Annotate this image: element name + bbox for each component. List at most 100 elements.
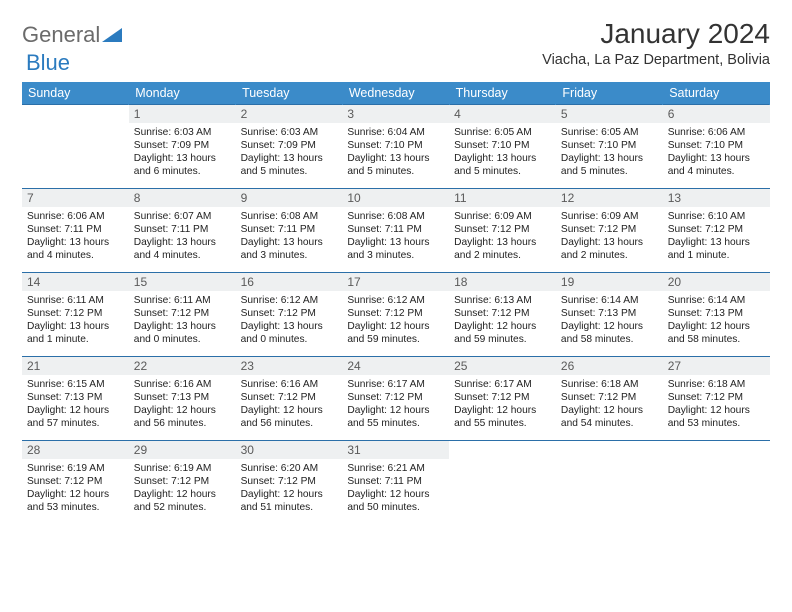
calendar-day-cell xyxy=(663,441,770,525)
daylight-text: Daylight: 12 hours and 52 minutes. xyxy=(134,488,231,514)
sunset-text: Sunset: 7:12 PM xyxy=(27,475,124,488)
sunrise-text: Sunrise: 6:15 AM xyxy=(27,378,124,391)
daylight-text: Daylight: 13 hours and 4 minutes. xyxy=(27,236,124,262)
sunset-text: Sunset: 7:12 PM xyxy=(347,307,444,320)
sunrise-text: Sunrise: 6:18 AM xyxy=(668,378,765,391)
day-number: 28 xyxy=(22,441,129,459)
calendar-day-cell: 19Sunrise: 6:14 AMSunset: 7:13 PMDayligh… xyxy=(556,273,663,357)
day-details: Sunrise: 6:09 AMSunset: 7:12 PMDaylight:… xyxy=(449,207,556,266)
day-number: 24 xyxy=(342,357,449,375)
calendar-day-cell: 20Sunrise: 6:14 AMSunset: 7:13 PMDayligh… xyxy=(663,273,770,357)
day-number: 12 xyxy=(556,189,663,207)
sunset-text: Sunset: 7:11 PM xyxy=(134,223,231,236)
calendar-table: SundayMondayTuesdayWednesdayThursdayFrid… xyxy=(22,82,770,525)
weekday-header: Friday xyxy=(556,82,663,105)
day-details: Sunrise: 6:18 AMSunset: 7:12 PMDaylight:… xyxy=(556,375,663,434)
day-details xyxy=(22,123,129,130)
sunrise-text: Sunrise: 6:03 AM xyxy=(134,126,231,139)
day-number: 30 xyxy=(236,441,343,459)
sunset-text: Sunset: 7:12 PM xyxy=(561,223,658,236)
day-number: 23 xyxy=(236,357,343,375)
day-details: Sunrise: 6:08 AMSunset: 7:11 PMDaylight:… xyxy=(342,207,449,266)
daylight-text: Daylight: 13 hours and 5 minutes. xyxy=(241,152,338,178)
sunset-text: Sunset: 7:12 PM xyxy=(454,223,551,236)
calendar-day-cell: 17Sunrise: 6:12 AMSunset: 7:12 PMDayligh… xyxy=(342,273,449,357)
calendar-day-cell: 31Sunrise: 6:21 AMSunset: 7:11 PMDayligh… xyxy=(342,441,449,525)
sunset-text: Sunset: 7:12 PM xyxy=(454,307,551,320)
calendar-day-cell: 28Sunrise: 6:19 AMSunset: 7:12 PMDayligh… xyxy=(22,441,129,525)
day-details: Sunrise: 6:18 AMSunset: 7:12 PMDaylight:… xyxy=(663,375,770,434)
sunset-text: Sunset: 7:11 PM xyxy=(27,223,124,236)
sunset-text: Sunset: 7:12 PM xyxy=(668,391,765,404)
sunset-text: Sunset: 7:10 PM xyxy=(347,139,444,152)
calendar-day-cell: 3Sunrise: 6:04 AMSunset: 7:10 PMDaylight… xyxy=(342,105,449,189)
calendar-day-cell: 13Sunrise: 6:10 AMSunset: 7:12 PMDayligh… xyxy=(663,189,770,273)
day-number: 15 xyxy=(129,273,236,291)
daylight-text: Daylight: 13 hours and 2 minutes. xyxy=(561,236,658,262)
brand-part2: Blue xyxy=(26,50,70,75)
calendar-day-cell: 30Sunrise: 6:20 AMSunset: 7:12 PMDayligh… xyxy=(236,441,343,525)
sunset-text: Sunset: 7:10 PM xyxy=(561,139,658,152)
calendar-week-row: 21Sunrise: 6:15 AMSunset: 7:13 PMDayligh… xyxy=(22,357,770,441)
weekday-header: Sunday xyxy=(22,82,129,105)
day-details: Sunrise: 6:06 AMSunset: 7:11 PMDaylight:… xyxy=(22,207,129,266)
day-details: Sunrise: 6:19 AMSunset: 7:12 PMDaylight:… xyxy=(22,459,129,518)
day-details xyxy=(663,459,770,466)
day-number: 11 xyxy=(449,189,556,207)
sunrise-text: Sunrise: 6:21 AM xyxy=(347,462,444,475)
weekday-header: Monday xyxy=(129,82,236,105)
day-details: Sunrise: 6:06 AMSunset: 7:10 PMDaylight:… xyxy=(663,123,770,182)
day-details: Sunrise: 6:21 AMSunset: 7:11 PMDaylight:… xyxy=(342,459,449,518)
calendar-day-cell xyxy=(449,441,556,525)
day-number: 17 xyxy=(342,273,449,291)
sunrise-text: Sunrise: 6:13 AM xyxy=(454,294,551,307)
daylight-text: Daylight: 13 hours and 1 minute. xyxy=(27,320,124,346)
sunset-text: Sunset: 7:10 PM xyxy=(668,139,765,152)
day-number: 27 xyxy=(663,357,770,375)
day-details: Sunrise: 6:15 AMSunset: 7:13 PMDaylight:… xyxy=(22,375,129,434)
day-number: 19 xyxy=(556,273,663,291)
day-details: Sunrise: 6:03 AMSunset: 7:09 PMDaylight:… xyxy=(236,123,343,182)
day-number: 26 xyxy=(556,357,663,375)
daylight-text: Daylight: 13 hours and 4 minutes. xyxy=(134,236,231,262)
day-number: 29 xyxy=(129,441,236,459)
day-details: Sunrise: 6:03 AMSunset: 7:09 PMDaylight:… xyxy=(129,123,236,182)
daylight-text: Daylight: 12 hours and 58 minutes. xyxy=(668,320,765,346)
sunrise-text: Sunrise: 6:17 AM xyxy=(454,378,551,391)
day-number: 25 xyxy=(449,357,556,375)
calendar-day-cell: 18Sunrise: 6:13 AMSunset: 7:12 PMDayligh… xyxy=(449,273,556,357)
day-details: Sunrise: 6:05 AMSunset: 7:10 PMDaylight:… xyxy=(449,123,556,182)
sunset-text: Sunset: 7:12 PM xyxy=(241,307,338,320)
sunset-text: Sunset: 7:09 PM xyxy=(241,139,338,152)
weekday-header: Wednesday xyxy=(342,82,449,105)
daylight-text: Daylight: 12 hours and 56 minutes. xyxy=(241,404,338,430)
daylight-text: Daylight: 13 hours and 0 minutes. xyxy=(134,320,231,346)
weekday-header: Saturday xyxy=(663,82,770,105)
sunrise-text: Sunrise: 6:03 AM xyxy=(241,126,338,139)
calendar-week-row: 14Sunrise: 6:11 AMSunset: 7:12 PMDayligh… xyxy=(22,273,770,357)
location: Viacha, La Paz Department, Bolivia xyxy=(542,52,770,68)
weekday-header: Thursday xyxy=(449,82,556,105)
day-number: 31 xyxy=(342,441,449,459)
calendar-day-cell: 26Sunrise: 6:18 AMSunset: 7:12 PMDayligh… xyxy=(556,357,663,441)
sunset-text: Sunset: 7:12 PM xyxy=(561,391,658,404)
calendar-day-cell: 9Sunrise: 6:08 AMSunset: 7:11 PMDaylight… xyxy=(236,189,343,273)
sunrise-text: Sunrise: 6:09 AM xyxy=(561,210,658,223)
daylight-text: Daylight: 12 hours and 56 minutes. xyxy=(134,404,231,430)
sunset-text: Sunset: 7:09 PM xyxy=(134,139,231,152)
day-details: Sunrise: 6:16 AMSunset: 7:12 PMDaylight:… xyxy=(236,375,343,434)
calendar-week-row: 1Sunrise: 6:03 AMSunset: 7:09 PMDaylight… xyxy=(22,105,770,189)
day-details: Sunrise: 6:11 AMSunset: 7:12 PMDaylight:… xyxy=(129,291,236,350)
sunset-text: Sunset: 7:13 PM xyxy=(134,391,231,404)
daylight-text: Daylight: 12 hours and 53 minutes. xyxy=(668,404,765,430)
calendar-week-row: 28Sunrise: 6:19 AMSunset: 7:12 PMDayligh… xyxy=(22,441,770,525)
day-details: Sunrise: 6:20 AMSunset: 7:12 PMDaylight:… xyxy=(236,459,343,518)
day-details xyxy=(449,459,556,466)
daylight-text: Daylight: 13 hours and 6 minutes. xyxy=(134,152,231,178)
calendar-day-cell: 7Sunrise: 6:06 AMSunset: 7:11 PMDaylight… xyxy=(22,189,129,273)
calendar-day-cell: 10Sunrise: 6:08 AMSunset: 7:11 PMDayligh… xyxy=(342,189,449,273)
sunset-text: Sunset: 7:13 PM xyxy=(668,307,765,320)
sunrise-text: Sunrise: 6:05 AM xyxy=(561,126,658,139)
sunrise-text: Sunrise: 6:19 AM xyxy=(27,462,124,475)
calendar-day-cell: 15Sunrise: 6:11 AMSunset: 7:12 PMDayligh… xyxy=(129,273,236,357)
